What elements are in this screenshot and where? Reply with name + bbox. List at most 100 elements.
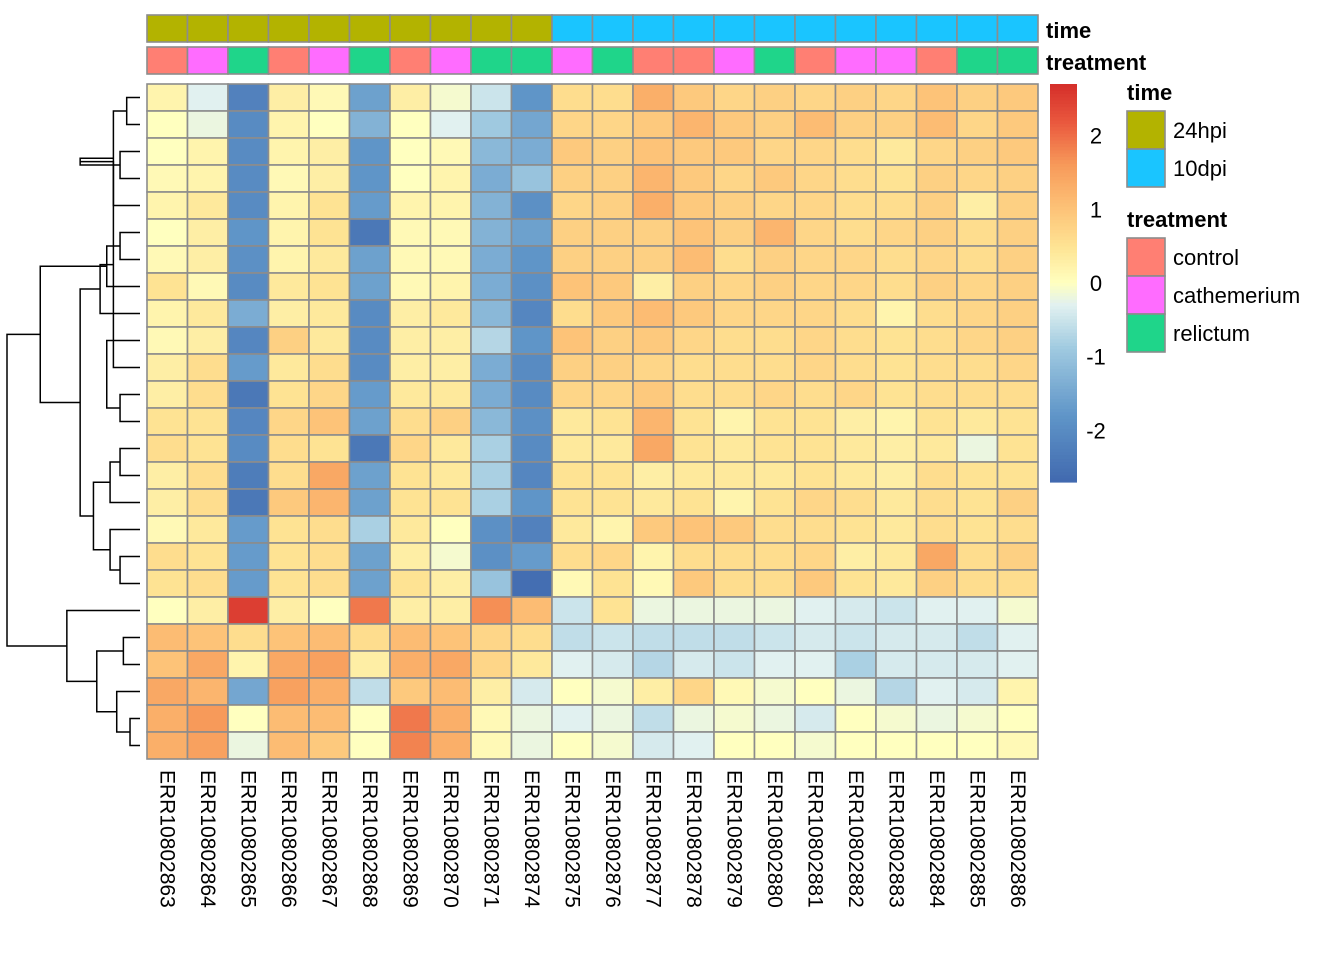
heatmap-cell [146, 731, 189, 760]
heatmap-cell [551, 515, 594, 544]
heatmap-cell [146, 164, 189, 193]
heatmap-cell [834, 650, 877, 679]
heatmap-cell [348, 353, 391, 382]
dendrogram-branch [119, 447, 140, 477]
annotation-label-treatment: treatment [1046, 50, 1147, 75]
heatmap-cell [227, 353, 270, 382]
heatmap-cell [672, 623, 715, 652]
heatmap-cell [227, 110, 270, 139]
heatmap-cell [915, 407, 958, 436]
heatmap-cell [834, 218, 877, 247]
heatmap-cell [996, 542, 1039, 571]
heatmap-cell [834, 488, 877, 517]
heatmap-cell [672, 542, 715, 571]
heatmap-cell [429, 245, 472, 274]
heatmap-cell [348, 542, 391, 571]
heatmap-cell [267, 353, 310, 382]
heatmap-cell [591, 299, 634, 328]
heatmap-cell [267, 164, 310, 193]
heatmap-cell [389, 218, 432, 247]
heatmap-cell [551, 569, 594, 598]
heatmap-cell [956, 191, 999, 220]
heatmap-cell [672, 488, 715, 517]
heatmap-cell [267, 326, 310, 355]
heatmap-cell [591, 191, 634, 220]
color-scale-segment [1050, 415, 1077, 420]
color-scale-segment [1050, 392, 1077, 397]
heatmap-cell [591, 353, 634, 382]
heatmap-cell [470, 353, 513, 382]
heatmap-cell [429, 650, 472, 679]
heatmap-cell [753, 515, 796, 544]
heatmap-cell [429, 596, 472, 625]
heatmap-cell [794, 380, 837, 409]
heatmap-cell [834, 164, 877, 193]
heatmap-cell [713, 569, 756, 598]
annotation-cell-treatment [227, 46, 270, 75]
annotation-cell-time [227, 14, 270, 43]
heatmap-cell [956, 596, 999, 625]
legend-label: 10dpi [1173, 156, 1227, 181]
dendrogram-branch [125, 96, 140, 126]
heatmap-cell [956, 461, 999, 490]
heatmap-cell [875, 596, 918, 625]
heatmap-cell [713, 704, 756, 733]
heatmap-cell [632, 704, 675, 733]
heatmap-cell [875, 218, 918, 247]
color-scale-segment [1050, 299, 1077, 304]
heatmap-cell [794, 407, 837, 436]
heatmap-cell [389, 677, 432, 706]
annotation-cell-treatment [186, 46, 229, 75]
color-scale-segment [1050, 84, 1077, 88]
heatmap-cell [429, 434, 472, 463]
heatmap-cell [510, 434, 553, 463]
heatmap-cell [956, 623, 999, 652]
color-scale-segment [1050, 233, 1077, 238]
heatmap-cell [429, 353, 472, 382]
heatmap-cell [713, 164, 756, 193]
column-label: ERR10802870 [439, 770, 462, 908]
column-label: ERR10802881 [803, 770, 826, 908]
heatmap-cell [794, 650, 837, 679]
heatmap-cell [591, 407, 634, 436]
heatmap-cell [551, 542, 594, 571]
heatmap-cell [713, 380, 756, 409]
heatmap-cell [632, 245, 675, 274]
annotation-cell-time [146, 14, 189, 43]
color-scale-segment [1050, 336, 1077, 340]
heatmap-cell [146, 218, 189, 247]
heatmap-cell [470, 488, 513, 517]
heatmap-cell [875, 407, 918, 436]
heatmap-cell [713, 461, 756, 490]
heatmap-cell [753, 677, 796, 706]
color-scale-legend: 2 1 0 -1 -2 [1050, 84, 1106, 483]
heatmap-cell [389, 623, 432, 652]
heatmap-cell [348, 380, 391, 409]
heatmap-cell [875, 704, 918, 733]
heatmap-cell [470, 380, 513, 409]
heatmap-cell [915, 380, 958, 409]
color-scale-segment [1050, 133, 1077, 138]
color-scale-segment [1050, 302, 1077, 307]
heatmap-cell [753, 542, 796, 571]
heatmap-cell [551, 488, 594, 517]
heatmap-cell [429, 218, 472, 247]
heatmap-cell [875, 677, 918, 706]
column-label: ERR10802884 [925, 770, 948, 908]
heatmap-cell [672, 299, 715, 328]
heatmap-cell [227, 542, 270, 571]
heatmap-cell [348, 623, 391, 652]
annotation-cell-time [429, 14, 472, 43]
heatmap-cell [551, 650, 594, 679]
heatmap-cell [915, 542, 958, 571]
heatmap-cell [713, 137, 756, 166]
color-scale-segment [1050, 130, 1077, 135]
legend-swatch [1126, 275, 1166, 315]
color-scale-segment [1050, 223, 1077, 228]
heatmap-cell [551, 623, 594, 652]
heatmap-cell [186, 407, 229, 436]
color-scale-segment [1050, 286, 1077, 291]
heatmap-cell [632, 191, 675, 220]
heatmap-cell [186, 488, 229, 517]
